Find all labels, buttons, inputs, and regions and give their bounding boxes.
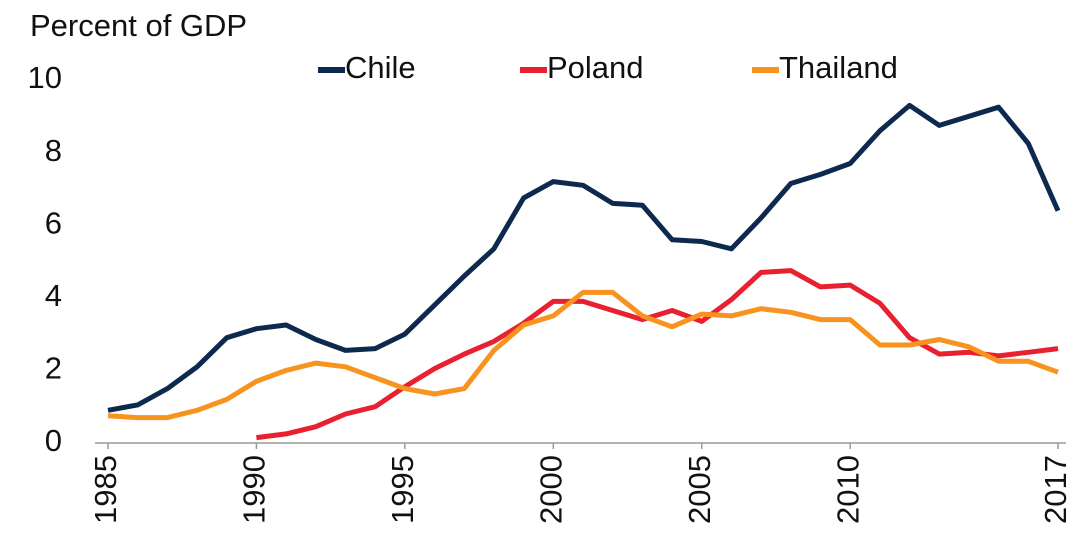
y-tick-label: 4 <box>45 278 62 313</box>
y-tick-label: 6 <box>45 205 62 240</box>
legend-label: Chile <box>345 50 416 85</box>
y-tick-label: 2 <box>45 351 62 386</box>
x-tick-label: 2005 <box>682 455 717 524</box>
x-tick-label: 1990 <box>237 455 272 524</box>
x-tick-label: 2000 <box>534 455 569 524</box>
x-tick-label: 2010 <box>830 455 865 524</box>
data-line <box>107 102 1061 413</box>
y-axis-title: Percent of GDP <box>30 8 247 43</box>
data-line <box>256 268 1059 441</box>
y-tick-label: 10 <box>28 60 62 95</box>
data-line <box>107 289 1059 421</box>
legend-label: Poland <box>547 50 644 85</box>
legend-label: Thailand <box>779 50 898 85</box>
x-tick-label: 1985 <box>88 455 123 524</box>
y-tick-label: 8 <box>45 133 62 168</box>
x-tick-label: 2017 <box>1038 455 1073 524</box>
x-tick-label: 1995 <box>385 455 420 524</box>
y-tick-label: 0 <box>45 423 62 458</box>
